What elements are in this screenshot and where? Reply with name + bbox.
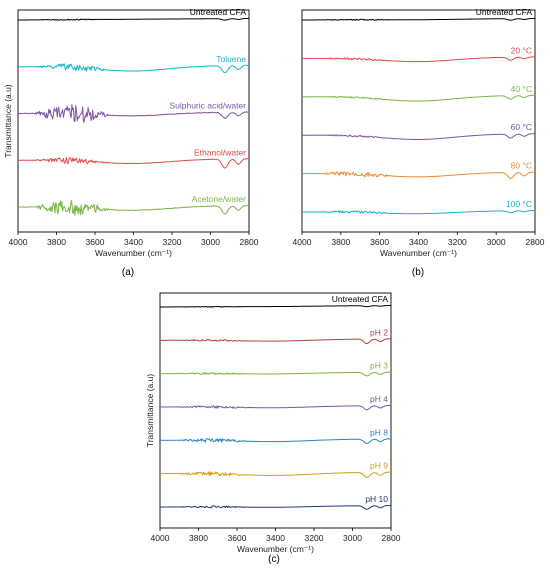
- series-line: [301, 56, 536, 63]
- series-label: 20 °C: [511, 45, 532, 55]
- x-tick-label: 3800: [189, 533, 208, 543]
- series-label: Toluene: [216, 54, 246, 64]
- series-line: [17, 17, 250, 21]
- series-line: [17, 104, 250, 123]
- series-label: pH 8: [370, 427, 388, 437]
- x-tick-label: 3600: [86, 237, 105, 247]
- x-tick-label: 3000: [201, 237, 220, 247]
- series-label: 40 °C: [511, 84, 532, 94]
- chart-panel: 4000 3800 3600 3400 3200 3000 2800 Wavenumber (…: [293, 7, 545, 278]
- series-label: Untreated CFA: [332, 294, 389, 304]
- series-line: [17, 63, 250, 74]
- x-tick-label: 3200: [305, 533, 324, 543]
- x-tick-label: 4000: [293, 237, 312, 247]
- x-tick-label: 3600: [228, 533, 247, 543]
- series-label: Untreated CFA: [190, 7, 247, 17]
- x-axis-label: Wavenumber (cm⁻¹): [95, 248, 172, 258]
- series-line: [301, 133, 536, 140]
- series-label: pH 9: [370, 461, 388, 471]
- series-line: [159, 471, 392, 478]
- x-tick-label: 3200: [163, 237, 182, 247]
- series-label: Untreated CFA: [476, 7, 533, 17]
- panel-label: (a): [122, 267, 134, 278]
- series-label: Sulphuric acid/water: [169, 101, 246, 111]
- y-axis-label: Transmittance (a.u): [145, 374, 155, 448]
- panel-label: (c): [268, 554, 280, 565]
- series-label: pH 2: [370, 327, 388, 337]
- x-tick-label: 4000: [9, 237, 28, 247]
- x-tick-label: 4000: [151, 533, 170, 543]
- series-label: 60 °C: [511, 122, 532, 132]
- x-tick-label: 3400: [124, 237, 143, 247]
- x-tick-label: 3800: [331, 237, 350, 247]
- series-line: [301, 94, 536, 102]
- x-axis-label: Wavenumber (cm⁻¹): [380, 248, 457, 258]
- plot-frame: [301, 9, 536, 233]
- y-axis-label: Transmittance (a.u): [3, 84, 13, 158]
- chart-panel: 4000 3800 3600 3400 3200 3000 2800 Wavenumber (…: [3, 7, 259, 278]
- x-tick-label: 3000: [343, 533, 362, 543]
- x-tick-label: 3000: [487, 237, 506, 247]
- series-label: Ethanol/water: [194, 147, 246, 157]
- series-label: pH 4: [370, 394, 388, 404]
- x-tick-label: 3600: [370, 237, 389, 247]
- series-label: 80 °C: [511, 161, 532, 171]
- x-tick-label: 3200: [448, 237, 467, 247]
- x-tick-label: 3400: [266, 533, 285, 543]
- series-line: [301, 171, 536, 179]
- series-label: pH 10: [365, 494, 388, 504]
- series-label: 100 °C: [506, 199, 532, 209]
- series-line: [159, 371, 392, 377]
- x-tick-label: 2800: [526, 237, 545, 247]
- x-axis-label: Wavenumber (cm⁻¹): [237, 544, 314, 554]
- series-line: [17, 199, 250, 216]
- series-line: [159, 304, 392, 308]
- series-line: [159, 404, 392, 411]
- series-line: [159, 438, 392, 444]
- series-line: [301, 210, 535, 215]
- panel-label: (b): [412, 267, 424, 278]
- chart-panel: 4000 3800 3600 3400 3200 3000 2800 Wavenumber (…: [145, 292, 401, 565]
- x-tick-label: 3800: [47, 237, 66, 247]
- series-line: [17, 157, 250, 169]
- series-label: Acetone/water: [192, 194, 247, 204]
- x-tick-label: 3400: [409, 237, 428, 247]
- series-line: [301, 18, 536, 21]
- series-label: pH 3: [370, 361, 388, 371]
- x-tick-label: 2800: [382, 533, 401, 543]
- x-tick-label: 2800: [240, 237, 259, 247]
- plot-frame: [159, 292, 392, 529]
- series-line: [159, 338, 392, 344]
- series-line: [159, 504, 392, 510]
